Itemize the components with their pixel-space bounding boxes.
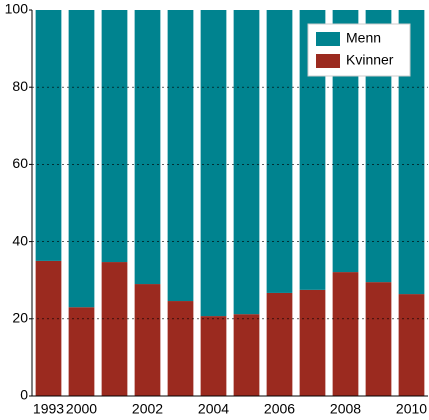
bar-segment bbox=[266, 292, 293, 396]
x-tick-label: 2006 bbox=[264, 401, 295, 417]
bar-segment bbox=[233, 10, 260, 315]
x-tick-label: 2008 bbox=[330, 401, 361, 417]
y-tick-label: 40 bbox=[12, 232, 28, 248]
y-tick-label: 0 bbox=[20, 387, 28, 403]
x-tick-label: 2000 bbox=[66, 401, 97, 417]
bar-segment bbox=[398, 294, 425, 396]
bar-segment bbox=[365, 282, 392, 396]
y-tick-label: 80 bbox=[12, 78, 28, 94]
legend-label: Kvinner bbox=[346, 52, 394, 68]
bar-segment bbox=[167, 301, 194, 396]
bar-segment bbox=[68, 307, 95, 396]
bar-segment bbox=[266, 10, 293, 293]
y-tick-label: 60 bbox=[12, 155, 28, 171]
bar-segment bbox=[68, 10, 95, 308]
bar-segment bbox=[200, 316, 227, 396]
legend-label: Menn bbox=[346, 30, 381, 46]
bar-segment bbox=[134, 10, 161, 285]
y-tick-label: 20 bbox=[12, 310, 28, 326]
bar-segment bbox=[167, 10, 194, 302]
x-tick-label: 1993 bbox=[33, 401, 64, 417]
bar-segment bbox=[299, 289, 326, 396]
x-tick-label: 2002 bbox=[132, 401, 163, 417]
legend-swatch bbox=[316, 54, 340, 68]
bar-segment bbox=[101, 10, 128, 263]
bar-segment bbox=[35, 260, 62, 396]
bar-segment bbox=[233, 314, 260, 396]
y-tick-label: 100 bbox=[5, 1, 29, 17]
bar-segment bbox=[332, 272, 359, 396]
bar-segment bbox=[101, 262, 128, 396]
bar-segment bbox=[134, 284, 161, 396]
bar-segment bbox=[35, 10, 62, 261]
x-tick-label: 2010 bbox=[396, 401, 427, 417]
x-tick-label: 2004 bbox=[198, 401, 229, 417]
legend-swatch bbox=[316, 32, 340, 46]
bar-segment bbox=[200, 10, 227, 317]
